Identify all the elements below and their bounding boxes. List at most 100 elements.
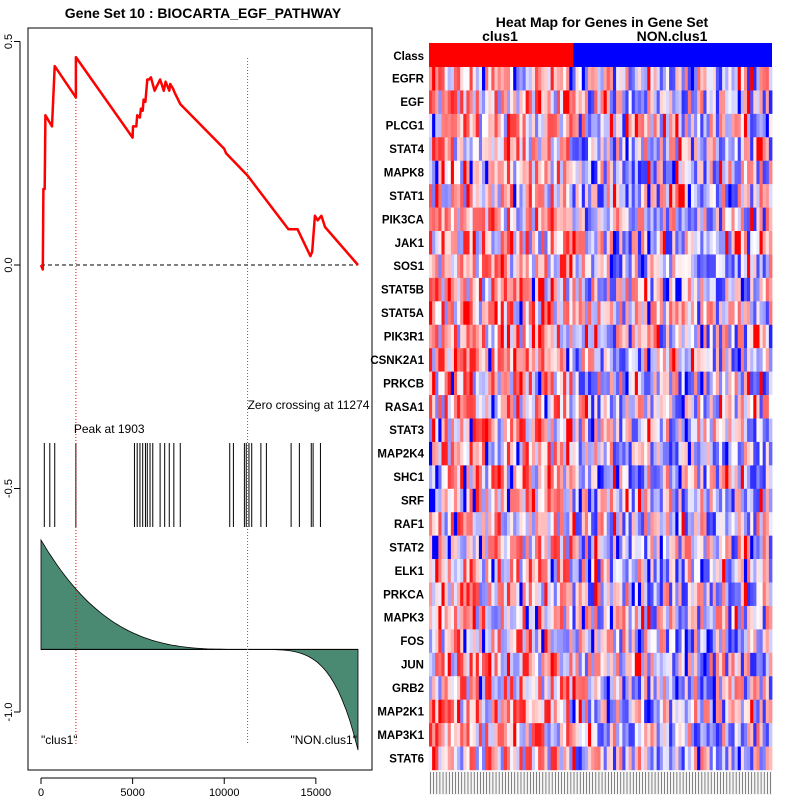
heatmap-cell [460,90,464,115]
heatmap-cell [519,535,523,560]
heatmap-cell [535,465,539,489]
heatmap-cell [591,418,595,443]
heatmap-cell [656,418,661,443]
heatmap-cell [687,559,692,583]
heatmap-cell [535,184,539,208]
heatmap-cell [575,418,580,443]
heatmap-cell [569,254,573,279]
heatmap-cell [550,90,555,115]
class-bar [429,43,772,67]
heatmap-cell [510,559,514,583]
heatmap-cell [441,324,445,349]
heatmap-cell [444,348,449,372]
heatmap-cell [472,90,477,115]
heatmap-cell [756,512,760,536]
heatmap-cell [447,605,452,630]
heatmap-cell [715,395,720,419]
heatmap-cell [650,184,654,208]
heatmap-cell [700,277,704,302]
heatmap-cell [429,67,433,91]
heatmap-cell [759,746,764,771]
heatmap-cell [572,582,576,607]
heatmap-cell [743,160,748,185]
heatmap-cell [753,723,757,747]
heatmap-cell [612,441,617,466]
heatmap-cell [619,67,623,91]
heatmap-cell [709,676,714,700]
heatmap-cell [522,418,527,443]
heatmap-cell [609,231,614,255]
heatmap-cell [541,699,545,724]
heatmap-cell [478,137,483,161]
heatmap-cell [553,67,558,91]
heatmap-cell [556,348,561,372]
heatmap-cell [510,418,514,443]
heatmap-cell [616,418,620,443]
heatmap-cell [469,348,474,372]
heatmap-cell [762,605,767,630]
heatmap-cell [466,254,470,279]
heatmap-cell [659,207,664,232]
heatmap-cell [535,559,539,583]
heatmap-cell [559,184,564,208]
heatmap-cell [625,184,629,208]
heatmap-cell [525,441,530,466]
heatmap-cell [588,746,592,771]
heatmap-cell [619,746,623,771]
heatmap-cell [703,465,707,489]
heatmap-cell [694,652,698,677]
heatmap-cell [588,301,592,325]
heatmap-cell [531,231,536,255]
heatmap-cell [631,699,636,724]
heatmap-cell [725,137,729,161]
y-axis-tick-label: 0.5 [3,34,15,49]
heatmap-cell [740,184,745,208]
heatmap-cell [541,324,545,349]
heatmap-cell [429,348,433,372]
heatmap-cell [637,535,642,560]
heatmap-cell [612,277,617,302]
heatmap-cell [706,559,711,583]
heatmap-cell [672,676,676,700]
heatmap-cell [591,137,595,161]
heatmap-cell [466,395,470,419]
heatmap-cell [566,301,570,325]
heatmap-cell [725,605,729,630]
heatmap-cell [669,113,673,138]
heatmap-cell [544,699,548,724]
heatmap-cell [687,113,692,138]
heatmap-cell [478,605,483,630]
heatmap-cell [581,324,586,349]
heatmap-cell [737,465,742,489]
heatmap-cell [541,418,545,443]
heatmap-cell [588,395,592,419]
heatmap-cell [594,652,598,677]
heatmap-cell [743,207,748,232]
heatmap-cell [672,371,676,396]
heatmap-cell [441,746,445,771]
heatmap-cell [625,465,629,489]
heatmap-cell [491,488,495,513]
heatmap-cell [469,90,474,115]
heatmap-cell [463,254,467,279]
heatmap-cell [672,582,676,607]
heatmap-cell [734,184,739,208]
heatmap-cell [581,67,586,91]
heatmap-cell [575,629,580,654]
heatmap-cell [485,676,489,700]
heatmap-cell [575,488,580,513]
heatmap-cell [510,395,514,419]
heatmap-cell [718,207,723,232]
heatmap-cell [656,207,661,232]
heatmap-cell [703,488,707,513]
heatmap-cell [718,395,723,419]
heatmap-cell [544,113,548,138]
heatmap-cell [531,113,536,138]
heatmap-cell [584,160,589,185]
heatmap-cell [482,90,486,115]
heatmap-cell [453,207,458,232]
heatmap-cell [622,395,626,419]
heatmap-cell [566,160,570,185]
heatmap-cell [709,160,714,185]
heatmap-cell [700,605,704,630]
